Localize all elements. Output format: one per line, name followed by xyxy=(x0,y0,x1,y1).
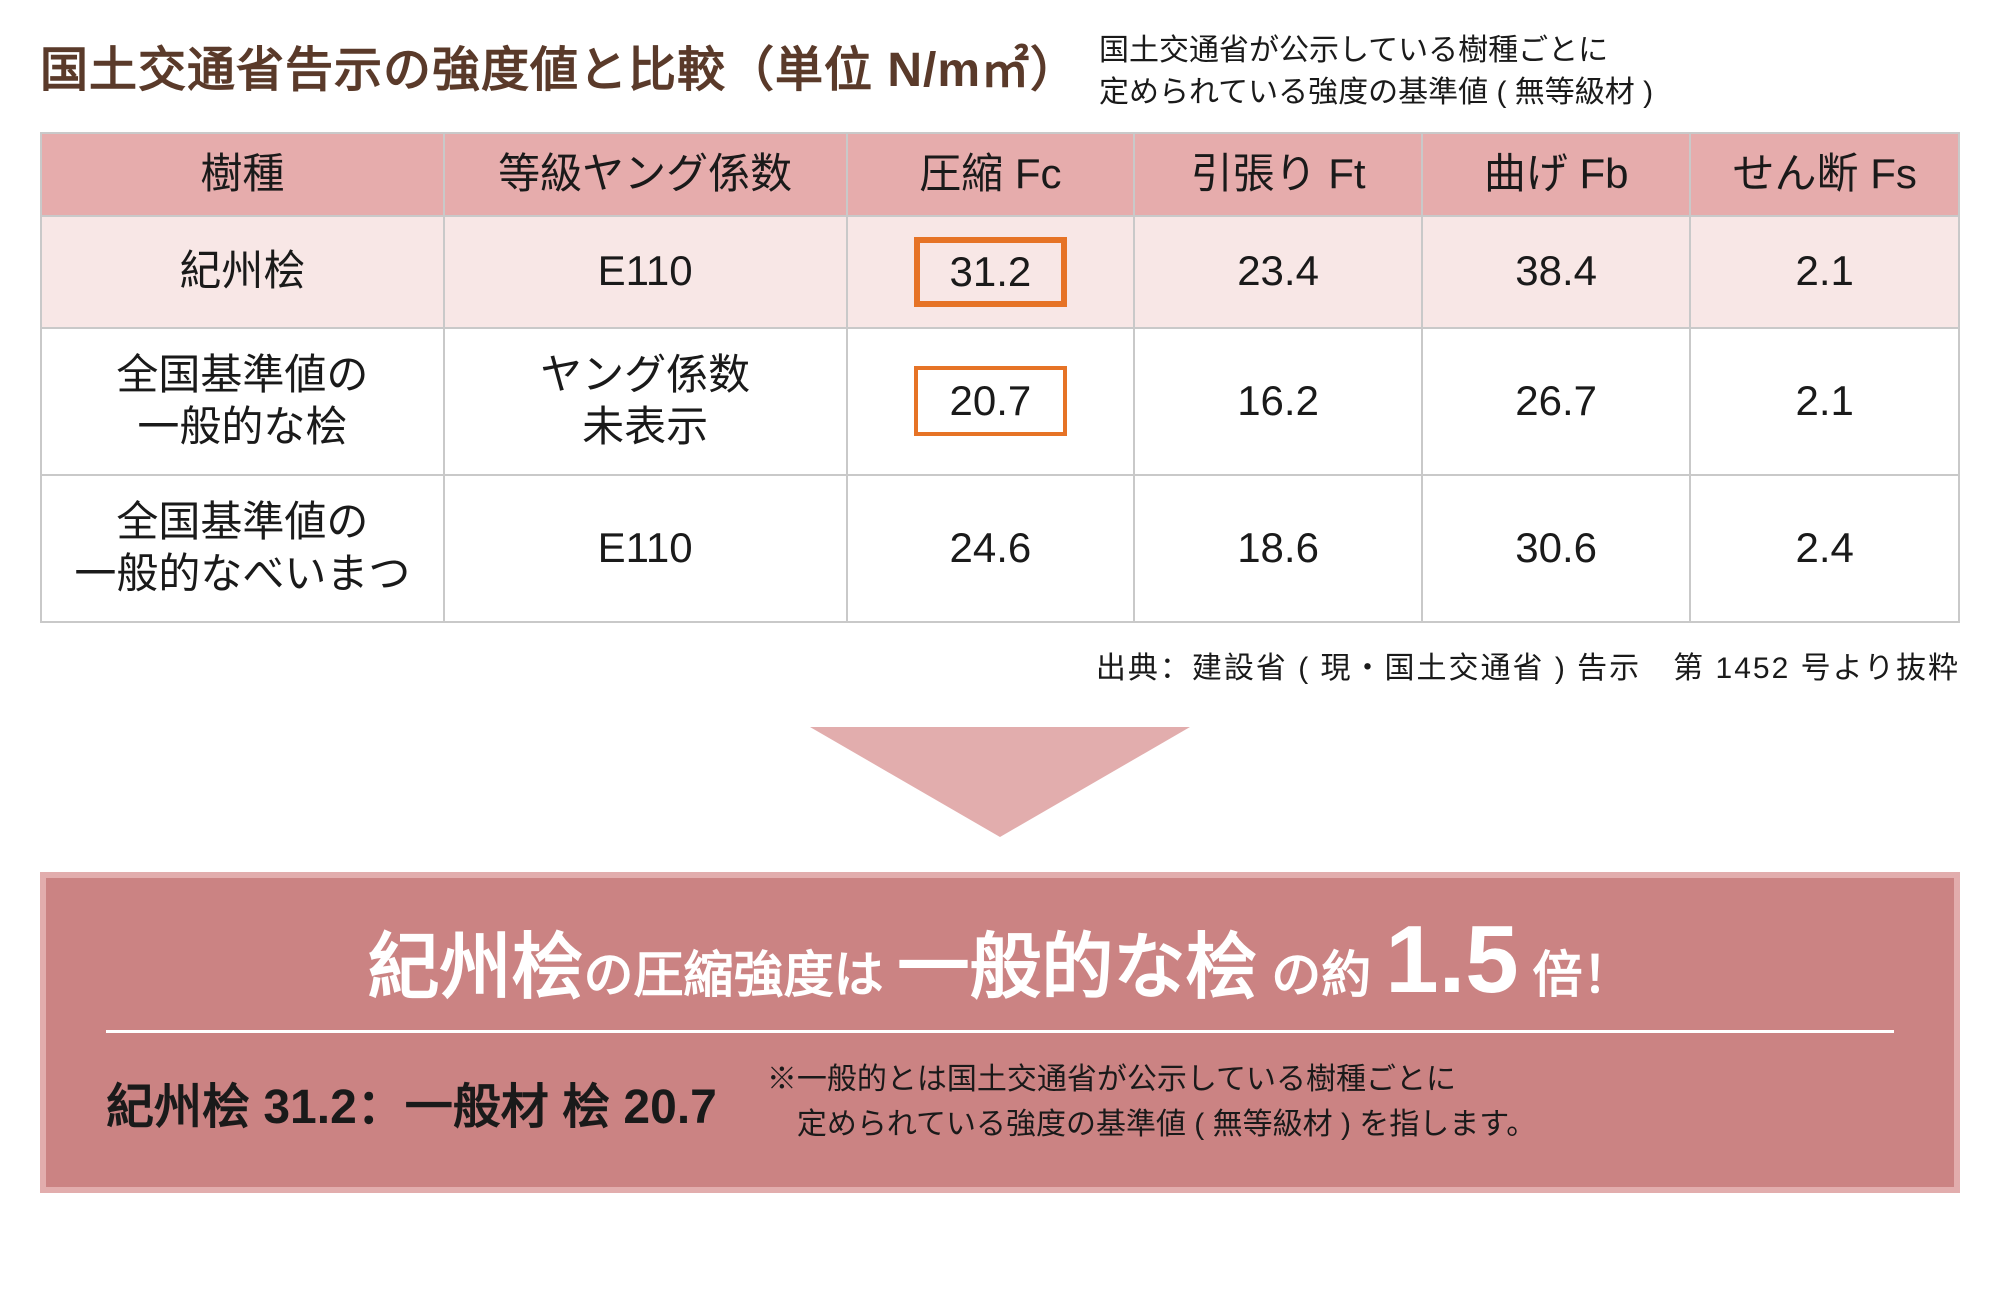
fc-highlight-box: 20.7 xyxy=(914,366,1068,436)
fc-highlight-box: 31.2 xyxy=(914,237,1068,307)
callout-box: 紀州桧の圧縮強度は 一般的な桧 の約 1.5 倍！ 紀州桧 31.2：一般材 桧… xyxy=(40,872,1960,1193)
note-line2: 定められている強度の基準値 ( 無等級材 ) を指します。 xyxy=(767,1108,1536,1141)
hl-p3: 一般的な桧 xyxy=(897,928,1257,1008)
col-species: 樹種 xyxy=(41,133,444,216)
note-line1: ※一般的とは国土交通省が公示している樹種ごとに xyxy=(767,1063,1456,1096)
callout-bottom: 紀州桧 31.2：一般材 桧 20.7 ※一般的とは国土交通省が公示している樹種… xyxy=(106,1057,1894,1147)
hl-p5: 1.5 xyxy=(1385,906,1518,1013)
table-cell: 20.7 xyxy=(847,328,1135,475)
down-arrow-icon xyxy=(810,727,1190,837)
table-cell: 31.2 xyxy=(847,216,1135,328)
hl-p4: の約 xyxy=(1257,947,1385,1003)
table-cell: 23.4 xyxy=(1134,216,1422,328)
table-cell: 全国基準値の一般的なべいまつ xyxy=(41,475,444,622)
table-cell: 2.4 xyxy=(1690,475,1959,622)
table-row: 紀州桧E110 31.2 23.438.42.1 xyxy=(41,216,1959,328)
table-cell: ヤング係数未表示 xyxy=(444,328,847,475)
table-row: 全国基準値の一般的な桧ヤング係数未表示 20.7 16.226.72.1 xyxy=(41,328,1959,475)
table-cell: 26.7 xyxy=(1422,328,1691,475)
table-cell: E110 xyxy=(444,475,847,622)
callout-headline: 紀州桧の圧縮強度は 一般的な桧 の約 1.5 倍！ xyxy=(106,912,1894,1033)
hl-p6: 倍！ xyxy=(1519,947,1633,1003)
table-cell: 紀州桧 xyxy=(41,216,444,328)
page-title: 国土交通省告示の強度値と比較（単位 N/m㎡） xyxy=(40,30,1079,100)
hl-p1: 紀州桧 xyxy=(367,928,583,1008)
col-fc: 圧縮 Fc xyxy=(847,133,1135,216)
table-cell: 2.1 xyxy=(1690,328,1959,475)
table-cell: 16.2 xyxy=(1134,328,1422,475)
table-cell: 2.1 xyxy=(1690,216,1959,328)
table-cell: 全国基準値の一般的な桧 xyxy=(41,328,444,475)
table-cell: 38.4 xyxy=(1422,216,1691,328)
page-subtitle: 国土交通省が公示している樹種ごとに 定められている強度の基準値 ( 無等級材 ) xyxy=(1099,30,1653,114)
table-row: 全国基準値の一般的なべいまつE11024.618.630.62.4 xyxy=(41,475,1959,622)
ratio-text: 紀州桧 31.2：一般材 桧 20.7 xyxy=(106,1067,717,1137)
col-fs: せん断 Fs xyxy=(1690,133,1959,216)
subtitle-line1: 国土交通省が公示している樹種ごとに xyxy=(1099,34,1608,67)
table-cell: 18.6 xyxy=(1134,475,1422,622)
strength-table: 樹種 等級ヤング係数 圧縮 Fc 引張り Ft 曲げ Fb せん断 Fs 紀州桧… xyxy=(40,132,1960,623)
table-cell: 30.6 xyxy=(1422,475,1691,622)
hl-p2: の圧縮強度は xyxy=(583,947,897,1003)
col-ft: 引張り Ft xyxy=(1134,133,1422,216)
subtitle-line2: 定められている強度の基準値 ( 無等級材 ) xyxy=(1099,76,1653,109)
callout-note: ※一般的とは国土交通省が公示している樹種ごとに 定められている強度の基準値 ( … xyxy=(767,1057,1536,1147)
col-young: 等級ヤング係数 xyxy=(444,133,847,216)
arrow-wrap xyxy=(40,727,1960,842)
table-body: 紀州桧E11031.223.438.42.1全国基準値の一般的な桧ヤング係数未表… xyxy=(41,216,1959,622)
col-fb: 曲げ Fb xyxy=(1422,133,1691,216)
header-row: 国土交通省告示の強度値と比較（単位 N/m㎡） 国土交通省が公示している樹種ごと… xyxy=(40,30,1960,114)
table-cell: E110 xyxy=(444,216,847,328)
citation: 出典：建設省 ( 現・国土交通省 ) 告示 第 1452 号より抜粋 xyxy=(40,643,1960,687)
table-cell: 24.6 xyxy=(847,475,1135,622)
table-header-row: 樹種 等級ヤング係数 圧縮 Fc 引張り Ft 曲げ Fb せん断 Fs xyxy=(41,133,1959,216)
